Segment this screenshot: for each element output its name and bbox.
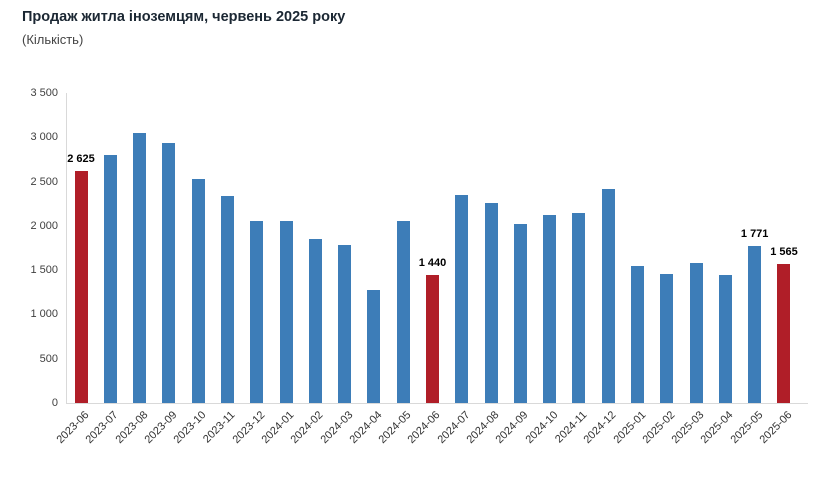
bar-2024-07: [455, 195, 469, 403]
bar-2024-04: [367, 290, 381, 403]
bar-2023-09: [162, 143, 176, 403]
y-tick-label: 2 500: [30, 175, 58, 188]
bar-2023-10: [191, 179, 205, 403]
chart-subtitle: (Кількість): [22, 32, 84, 47]
bar-2024-09: [513, 224, 527, 403]
y-tick-label: 500: [39, 352, 58, 365]
bar-2024-11: [572, 213, 586, 403]
bar-2025-06: [777, 264, 791, 403]
bar-2025-05: [748, 246, 762, 403]
bar-2025-01: [631, 266, 644, 403]
bar-2024-12: [601, 189, 615, 403]
bar-2024-08: [484, 203, 498, 403]
data-label-2025-06: 1 565: [770, 246, 798, 258]
bar-2024-05: [396, 221, 410, 403]
bar-2024-10: [543, 215, 557, 403]
bar-2023-07: [103, 155, 117, 403]
bar-2024-03: [338, 245, 352, 403]
bar-2025-02: [660, 274, 674, 403]
y-axis-line: [66, 93, 67, 404]
bar-2025-03: [689, 263, 703, 403]
bar-2024-06: [425, 275, 439, 403]
data-label-2024-06: 1 440: [418, 257, 447, 269]
chart-title: Продаж житла іноземцям, червень 2025 рок…: [22, 9, 346, 25]
bar-2025-04: [718, 275, 732, 403]
bar-2023-08: [133, 133, 147, 403]
x-axis-line: [66, 403, 808, 404]
y-tick-label: 3 500: [30, 87, 58, 99]
y-tick-label: 0: [51, 397, 58, 409]
data-label-2023-06: 2 625: [67, 153, 95, 165]
bar-2023-12: [250, 221, 264, 403]
y-tick-label: 2 000: [30, 219, 58, 232]
bar-2024-02: [308, 239, 322, 403]
bar-2024-01: [279, 221, 293, 403]
bar-2023-06: [74, 171, 88, 403]
data-label-2025-05: 1 771: [740, 228, 769, 240]
y-tick-label: 3 000: [30, 131, 58, 144]
y-tick-label: 1 000: [30, 308, 58, 321]
y-tick-label: 1 500: [30, 264, 58, 277]
bar-2023-11: [220, 196, 234, 403]
